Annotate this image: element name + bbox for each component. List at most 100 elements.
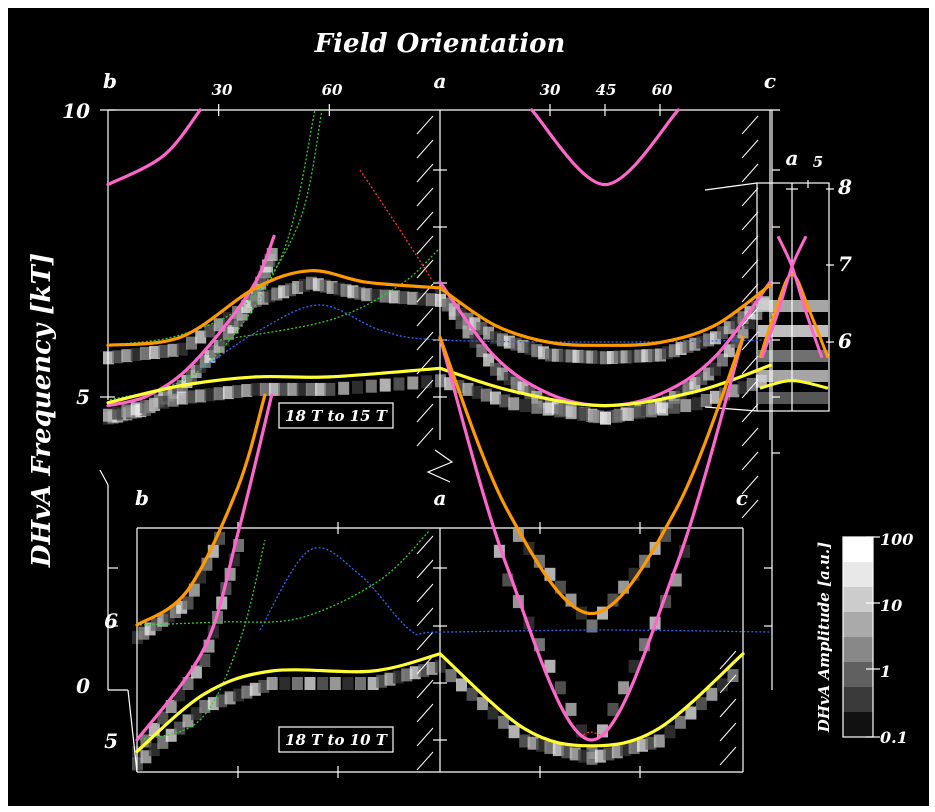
top-heatmap-cell xyxy=(250,293,262,307)
top-heatmap-cell xyxy=(326,281,338,294)
bottom-heatmap-cell xyxy=(628,741,640,754)
bottom-heatmap-cell xyxy=(233,539,244,552)
top-heatmap-cell xyxy=(158,395,170,409)
top-heatmap-cell xyxy=(737,325,749,339)
top-heatmap-cell xyxy=(661,346,673,360)
top-heatmap-cell xyxy=(483,353,495,367)
bottom-right-hatch-2 xyxy=(719,698,737,718)
top-heatmap-cell xyxy=(565,406,577,420)
bottom-heatmap-cell xyxy=(203,639,215,653)
bottom-heatmap-cell xyxy=(376,674,388,688)
colorbar-tick-1: 1 xyxy=(880,662,891,681)
top-right-hatch-11 xyxy=(741,379,759,399)
bottom-heatmap-cell xyxy=(266,677,278,690)
bottom-heatmap-cell xyxy=(174,721,186,735)
bottom-heatmap-cell xyxy=(207,544,219,558)
top-heatmap-cell xyxy=(139,347,151,360)
top-heatmap-cell xyxy=(269,382,280,396)
top-heatmap-cell xyxy=(620,350,632,364)
colorbar-frame xyxy=(842,536,874,738)
top-heatmap-cell xyxy=(241,300,253,313)
top-heatmap-cell xyxy=(517,339,529,353)
bottom-left-hatch-8 xyxy=(416,727,434,747)
top-right-hatch-9 xyxy=(741,331,759,351)
top-heatmap-cell xyxy=(517,381,529,395)
top-heatmap-cell xyxy=(285,283,297,297)
top-heatmap-cell xyxy=(149,398,161,411)
angle-tick-60-right: 60 xyxy=(652,81,673,99)
top-heatmap-cell xyxy=(379,378,391,392)
top-heatmap-cell xyxy=(668,344,680,358)
top-heatmap-cell xyxy=(542,402,554,416)
angle-tick-30-left: 30 xyxy=(212,81,233,99)
colorbar-step-4 xyxy=(843,637,873,662)
bottom-heatmap-cell xyxy=(607,702,619,716)
top-heatmap-cell xyxy=(634,349,646,363)
bottom-series-0-a-to-c xyxy=(438,335,745,742)
top-right-hatch-16 xyxy=(741,499,759,519)
top-heatmap-cell xyxy=(723,321,735,335)
colorbar-step-0 xyxy=(843,537,873,562)
top-right-hatch-8 xyxy=(741,307,759,327)
top-heatmap-cell xyxy=(195,389,207,403)
bottom-heatmap-cell xyxy=(445,669,457,683)
top-heatmap-cell xyxy=(213,387,225,401)
top-heatmap-cell xyxy=(130,348,142,362)
top-heatmap-cell xyxy=(195,330,207,344)
top-heatmap-cell xyxy=(719,387,731,401)
top-heatmap-cell xyxy=(519,399,531,413)
bottom-heatmap-cell xyxy=(487,706,499,720)
top-heatmap-cell xyxy=(746,377,758,391)
bottom-heatmap-cell xyxy=(618,580,630,594)
inset-corner-label-a: a xyxy=(786,146,799,170)
top-heatmap-cell xyxy=(700,394,712,407)
bottom-heatmap-cell xyxy=(165,728,177,742)
top-heatmap-cell xyxy=(167,343,179,357)
top-heatmap-cell xyxy=(158,344,170,358)
top-right-hatch-1 xyxy=(741,139,759,159)
inset-orange-curve xyxy=(758,272,830,359)
bottom-heatmap-cell xyxy=(291,677,303,690)
corner-label-c-top: c xyxy=(764,69,776,93)
top-heatmap-cell xyxy=(675,386,687,400)
bottom-heatmap-cell xyxy=(392,670,404,684)
top-heatmap-cell xyxy=(496,333,508,347)
bottom-heatmap-cell xyxy=(190,665,202,679)
top-heatmap-cell xyxy=(510,376,522,390)
chart-title: Field Orientation xyxy=(314,29,566,59)
top-right-hatch-13 xyxy=(741,427,759,447)
bottom-heatmap-cell xyxy=(628,659,640,673)
top-right-hatch-5 xyxy=(741,235,759,255)
bottom-heatmap-cell xyxy=(637,738,648,752)
top-heatmap-cell xyxy=(510,337,522,351)
top-heatmap-cell xyxy=(545,348,556,362)
bottom-heatmap-cell xyxy=(409,666,421,680)
bottom-right-hatch-1 xyxy=(719,674,737,694)
bottom-heatmap-cell xyxy=(727,669,739,683)
colorbar-label: DHvA Amplitude [a.u.] xyxy=(815,542,833,734)
top-heatmap-cell xyxy=(737,311,749,325)
top-left-hatch-4 xyxy=(416,211,434,231)
top-heatmap-cell xyxy=(379,289,391,303)
top-heatmap-cell xyxy=(703,367,715,381)
bottom-heatmap-cell xyxy=(190,707,202,721)
top-heatmap-cell xyxy=(483,326,495,340)
bottom-heatmap-cell xyxy=(249,682,261,696)
bottom-heatmap-cell xyxy=(258,679,270,693)
top-heatmap-cell xyxy=(499,394,511,408)
top-heatmap-cell xyxy=(292,281,304,294)
top-heatmap-cell xyxy=(600,351,611,365)
top-heatmap-cell xyxy=(471,385,483,399)
bottom-heatmap-cell xyxy=(611,745,623,759)
corner-label-b-bottom: b xyxy=(135,486,149,510)
bottom-heatmap-cell xyxy=(201,557,213,571)
top-heatmap-cell xyxy=(508,397,520,411)
bottom-green-dotted-2 xyxy=(139,539,266,741)
bottom-heatmap-cell xyxy=(544,741,556,754)
inset-heatmap-band xyxy=(758,370,828,382)
bottom-range-label: 18 T to 10 T xyxy=(285,731,389,749)
top-heatmap-cell xyxy=(250,382,262,396)
top-left-hatch-3 xyxy=(416,187,434,207)
bottom-heatmap-cell xyxy=(685,706,697,720)
bottom-heatmap-cell xyxy=(157,711,169,725)
